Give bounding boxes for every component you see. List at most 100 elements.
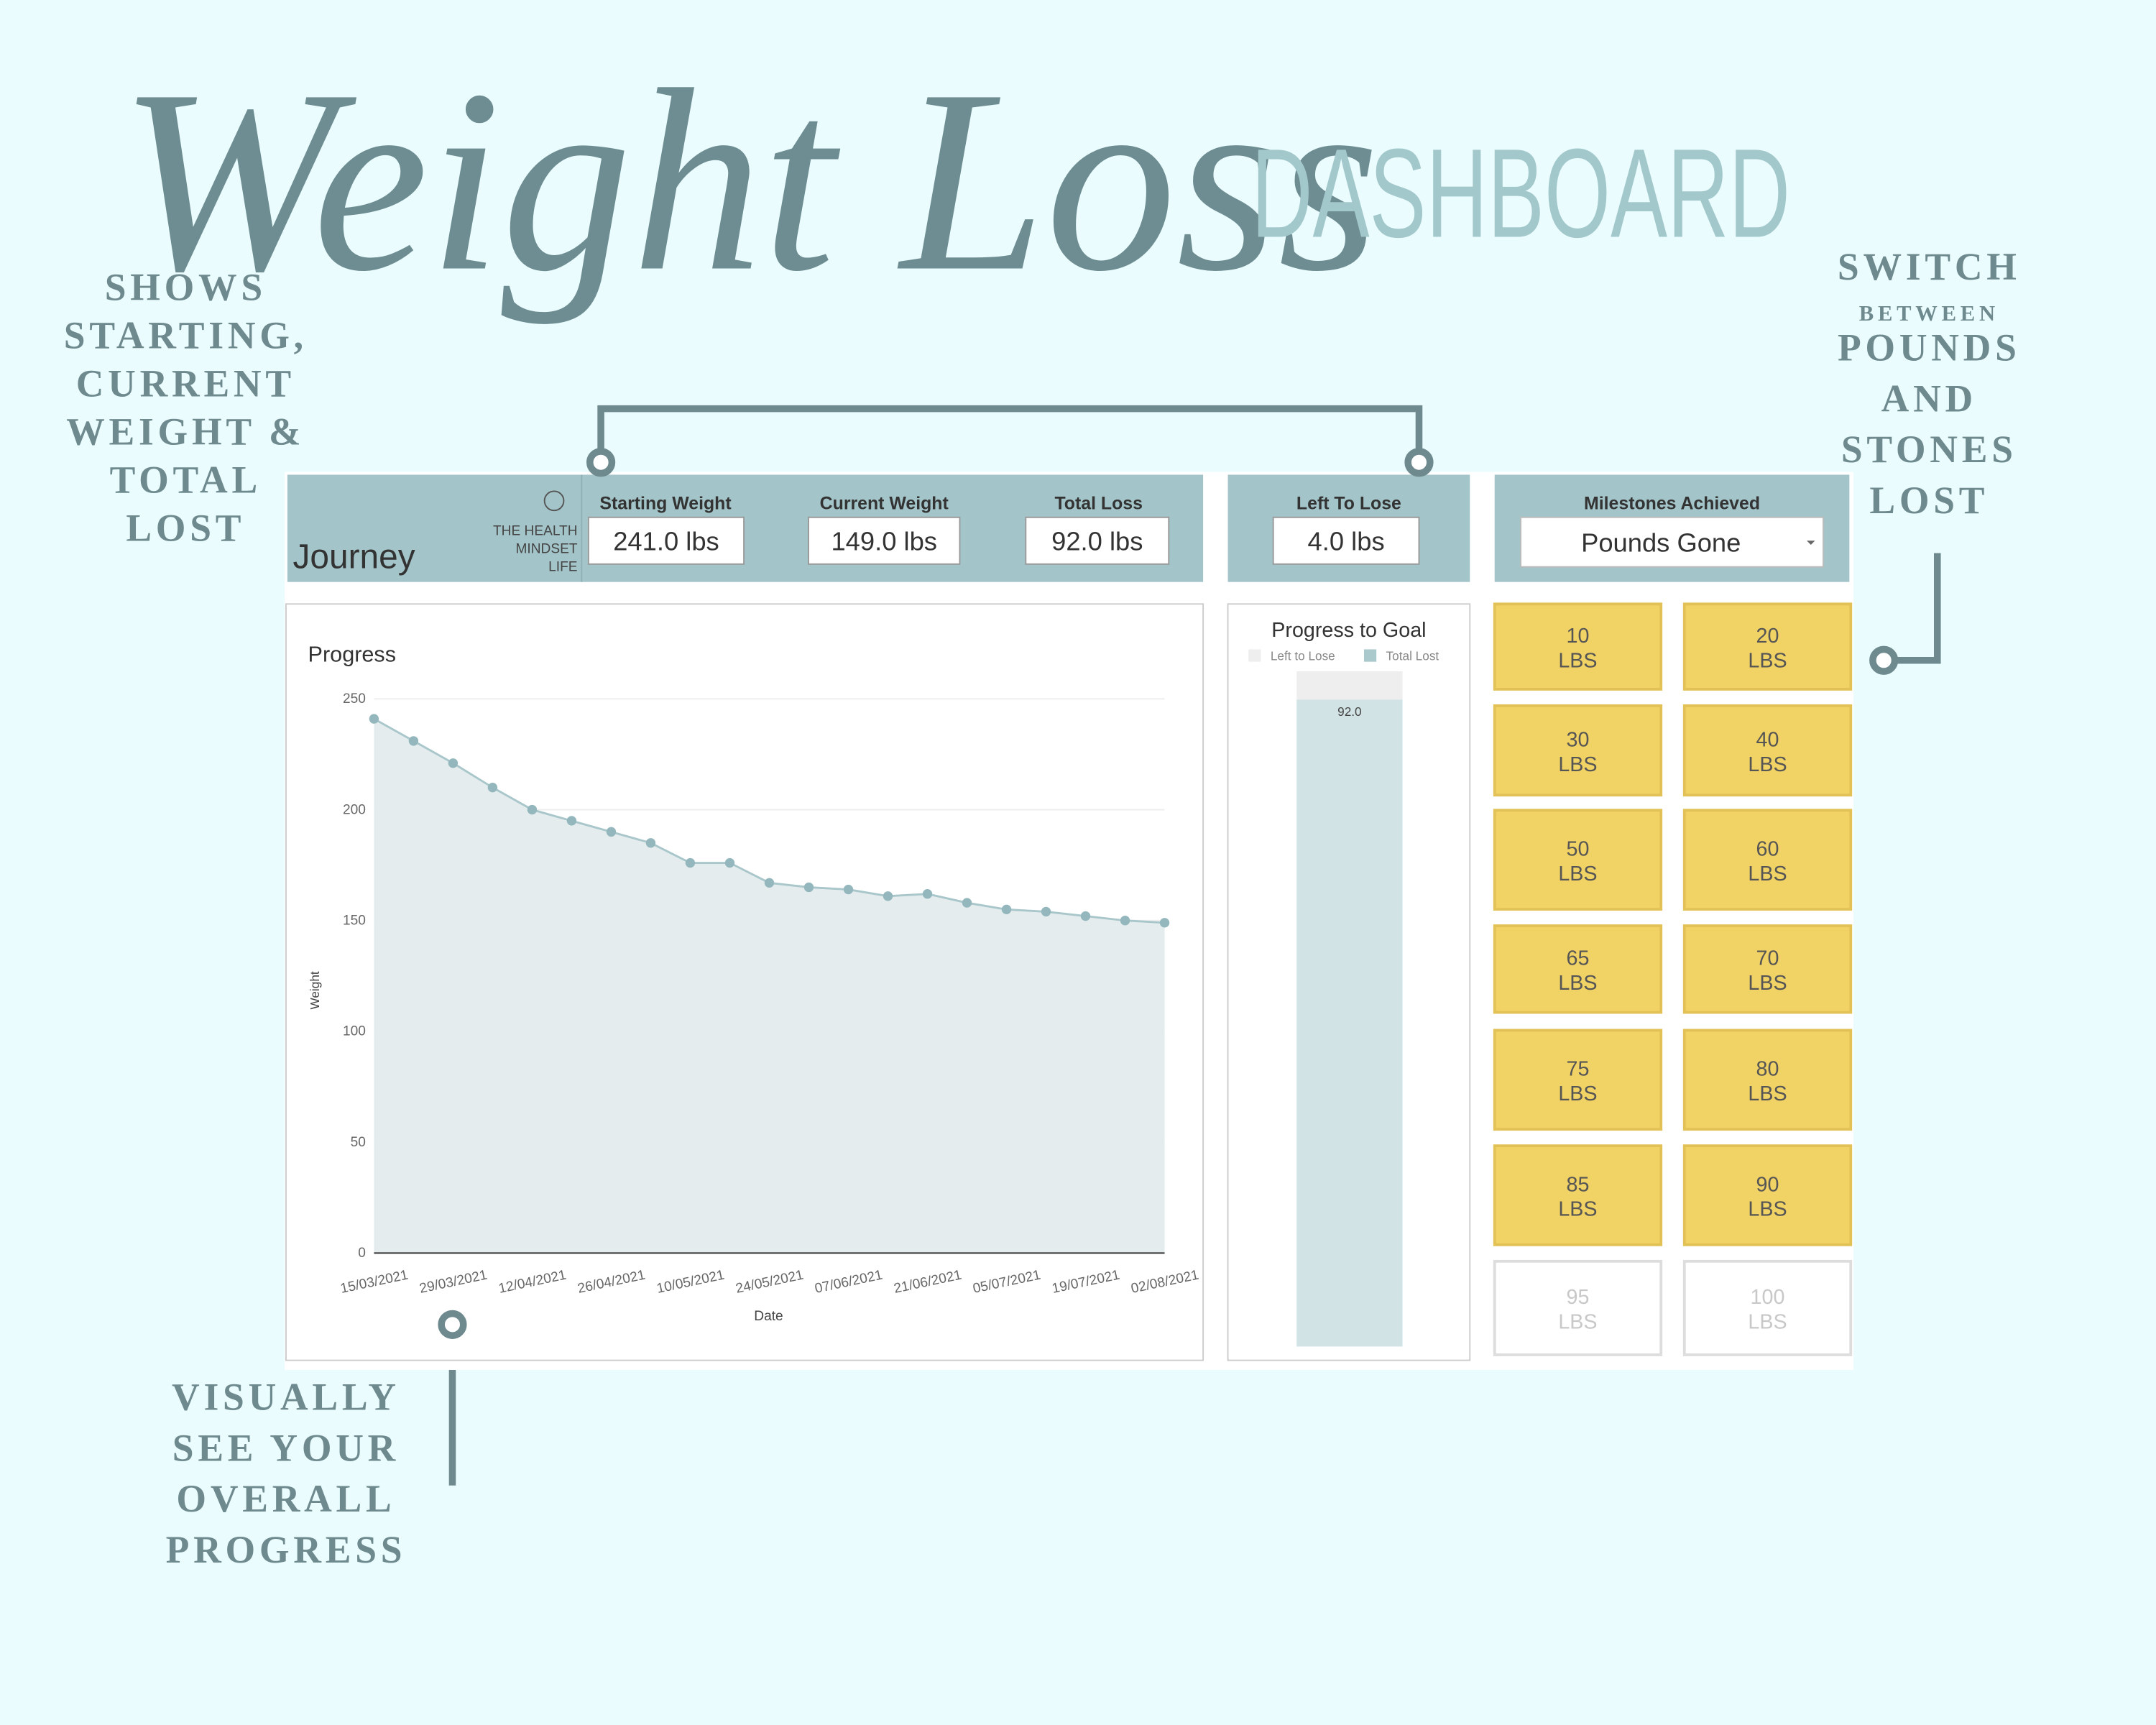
legend-label: Left to Lose — [1271, 649, 1335, 663]
stat-label: Starting Weight — [599, 493, 731, 513]
point — [606, 827, 617, 837]
point — [527, 804, 538, 815]
value-label: 92.0 — [1337, 704, 1361, 719]
stat-label: Current Weight — [820, 493, 949, 513]
point — [1080, 911, 1091, 921]
milestone-value: 90 — [1756, 1173, 1779, 1196]
point — [1041, 906, 1051, 917]
bar-segment — [1296, 699, 1403, 1347]
milestone — [1682, 1144, 1853, 1246]
milestone-value: 100 — [1751, 1286, 1785, 1309]
x-axis-label: Date — [754, 1309, 783, 1324]
dropdown-value[interactable]: Pounds Gone — [1581, 528, 1741, 558]
point — [408, 736, 419, 746]
milestone — [1682, 704, 1853, 797]
chart-title: Progress — [308, 643, 396, 667]
annotation: OVERALL — [176, 1477, 395, 1520]
point — [1120, 916, 1130, 926]
milestone-unit: LBS — [1748, 1311, 1787, 1334]
milestone-value: 10 — [1567, 625, 1590, 648]
point — [566, 816, 577, 826]
milestone-unit: LBS — [1558, 1311, 1597, 1334]
connector-dot — [1869, 645, 1899, 675]
point — [448, 758, 459, 768]
annotation: SWITCH — [1838, 245, 2021, 288]
point — [645, 838, 656, 848]
milestone-unit: LBS — [1558, 649, 1597, 672]
logo — [543, 490, 565, 512]
stat-label: Left To Lose — [1296, 493, 1401, 513]
milestone-unit: LBS — [1558, 862, 1597, 886]
milestone-unit: LBS — [1748, 862, 1787, 886]
stat-box — [808, 516, 961, 565]
chart-title: Progress to Goal — [1271, 619, 1426, 642]
annotation: POUNDS — [1838, 326, 2021, 369]
y-tick-label: 50 — [351, 1135, 366, 1150]
annotation: STONES — [1841, 428, 2017, 471]
point — [922, 889, 933, 899]
milestone — [1493, 809, 1663, 911]
unit-dropdown[interactable] — [1520, 516, 1824, 568]
annotation: LOST — [126, 506, 245, 549]
brand: MINDSET — [516, 542, 578, 557]
milestone-value: 20 — [1756, 625, 1779, 648]
annotation: PROGRESS — [166, 1528, 407, 1571]
milestone-value: 65 — [1567, 947, 1590, 970]
bracket — [597, 405, 1423, 463]
annotation: LOST — [1869, 479, 1989, 522]
milestone — [1493, 602, 1663, 691]
milestone — [1682, 924, 1853, 1014]
point — [843, 884, 854, 895]
milestone-unit: LBS — [1748, 753, 1787, 776]
annotation: SHOWS — [105, 265, 267, 308]
legend-swatch — [1248, 649, 1261, 662]
area — [374, 719, 1165, 1254]
subtitle: DASHBOARD — [1251, 123, 1790, 264]
brand: LIFE — [548, 559, 577, 574]
y-tick-label: 200 — [343, 802, 366, 817]
milestone-value: 75 — [1567, 1058, 1590, 1081]
legend-swatch — [1363, 649, 1377, 662]
stat-value: 241.0 lbs — [613, 527, 719, 556]
milestone-value: 30 — [1567, 728, 1590, 751]
point — [883, 891, 893, 901]
point — [803, 882, 814, 893]
point — [1159, 918, 1170, 928]
annotation: CURRENT — [76, 362, 295, 405]
point — [962, 898, 972, 908]
milestone-unit: LBS — [1558, 1082, 1597, 1105]
milestone — [1682, 1029, 1853, 1131]
point — [369, 714, 379, 724]
annotation: WEIGHT & — [66, 410, 305, 453]
milestone — [1682, 602, 1853, 691]
point — [487, 782, 498, 793]
annotation: AND — [1881, 377, 1977, 420]
annotation: STARTING, — [64, 313, 308, 356]
connector — [1886, 553, 1941, 664]
stat-value: 149.0 lbs — [831, 527, 937, 556]
stat-value: 92.0 lbs — [1051, 527, 1143, 556]
connector-dot — [586, 448, 616, 477]
connector-dot — [1404, 448, 1434, 477]
legend-label: Total Lost — [1386, 649, 1439, 663]
y-tick-label: 0 — [358, 1246, 366, 1261]
brand: THE HEALTH — [493, 524, 578, 539]
y-tick-label: 100 — [343, 1024, 366, 1039]
milestone-unit: LBS — [1748, 1198, 1787, 1221]
stat-box — [1025, 516, 1170, 565]
milestone — [1682, 1259, 1853, 1356]
milestone-unit: LBS — [1558, 972, 1597, 995]
milestone-unit: LBS — [1748, 649, 1787, 672]
milestone — [1493, 924, 1663, 1014]
milestone-value: 95 — [1567, 1286, 1590, 1309]
point — [685, 857, 696, 868]
annotation: TOTAL — [110, 458, 262, 501]
bar-segment — [1296, 671, 1403, 700]
point — [764, 878, 775, 888]
milestone-unit: LBS — [1558, 753, 1597, 776]
milestone-value: 40 — [1756, 728, 1779, 751]
milestone-unit: LBS — [1748, 1082, 1787, 1105]
annotation: BETWEEN — [1859, 301, 1999, 326]
